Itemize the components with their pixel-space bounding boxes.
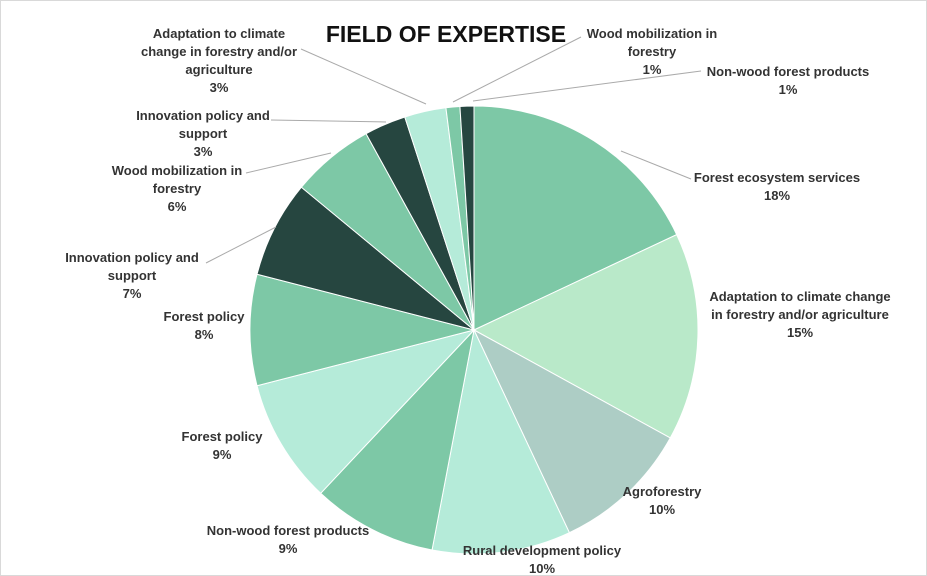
value-label: 8% xyxy=(194,327,214,342)
category-label: Agroforestry xyxy=(622,484,702,499)
slice-label: Rural development policy 10% xyxy=(442,542,642,576)
value-label: 10% xyxy=(648,502,676,517)
pie-slice xyxy=(249,273,475,387)
category-label: Forest ecosystem services xyxy=(693,170,861,185)
category-label: Innovation policy and support xyxy=(65,250,199,283)
value-label: 9% xyxy=(212,447,232,462)
slice-label: Innovation policy and support 3% xyxy=(128,107,278,161)
value-label: 9% xyxy=(278,541,298,556)
pie-slice xyxy=(459,105,475,331)
pie-slice xyxy=(473,105,678,331)
value-label: 1% xyxy=(778,82,798,97)
category-label: Forest policy xyxy=(181,429,263,444)
category-label: Forest policy xyxy=(163,309,245,324)
chart-title: FIELD OF EXPERTISE xyxy=(325,21,567,47)
leader-line xyxy=(620,150,692,180)
value-label: 7% xyxy=(122,286,142,301)
category-label: Innovation policy and support xyxy=(136,108,270,141)
category-label: Non-wood forest products xyxy=(706,64,870,79)
slice-label: Adaptation to climate change in forestry… xyxy=(134,25,304,97)
value-label: 10% xyxy=(528,561,556,576)
slice-label: Innovation policy and support 7% xyxy=(57,249,207,303)
pie-slice xyxy=(256,329,476,494)
pie-slice xyxy=(472,328,671,534)
leader-line xyxy=(300,48,427,105)
category-label: Non-wood forest products xyxy=(206,523,370,538)
value-label: 15% xyxy=(786,325,814,340)
slice-label: Wood mobilization in forestry 1% xyxy=(577,25,727,79)
value-label: 18% xyxy=(763,188,791,203)
slice-label: Agroforestry 10% xyxy=(602,483,722,519)
pie-slice xyxy=(319,328,475,551)
category-label: Wood mobilization in forestry xyxy=(586,26,718,59)
category-label: Wood mobilization in forestry xyxy=(111,163,243,196)
value-label: 6% xyxy=(167,199,187,214)
value-label: 1% xyxy=(642,62,662,77)
leader-line xyxy=(472,70,702,102)
slice-label: Forest policy 9% xyxy=(147,428,297,464)
slice-label: Forest ecosystem services 18% xyxy=(677,169,877,205)
leader-line xyxy=(205,226,277,264)
pie-slice xyxy=(431,328,571,555)
leader-line xyxy=(270,119,387,123)
slice-label: Adaptation to climate change in forestry… xyxy=(705,288,895,342)
slice-label: Non-wood forest products 1% xyxy=(688,63,888,99)
slice-label: Wood mobilization in forestry 6% xyxy=(102,162,252,216)
pie-slice xyxy=(472,233,699,439)
category-label: Adaptation to climate change in forestry… xyxy=(140,26,298,77)
leader-line xyxy=(452,36,582,103)
slice-label: Forest policy 8% xyxy=(129,308,279,344)
category-label: Adaptation to climate change in forestry… xyxy=(709,289,891,322)
slice-label: Non-wood forest products 9% xyxy=(178,522,398,558)
value-label: 3% xyxy=(209,80,229,95)
category-label: Rural development policy xyxy=(462,543,622,558)
value-label: 3% xyxy=(193,144,213,159)
leader-line xyxy=(245,152,332,174)
